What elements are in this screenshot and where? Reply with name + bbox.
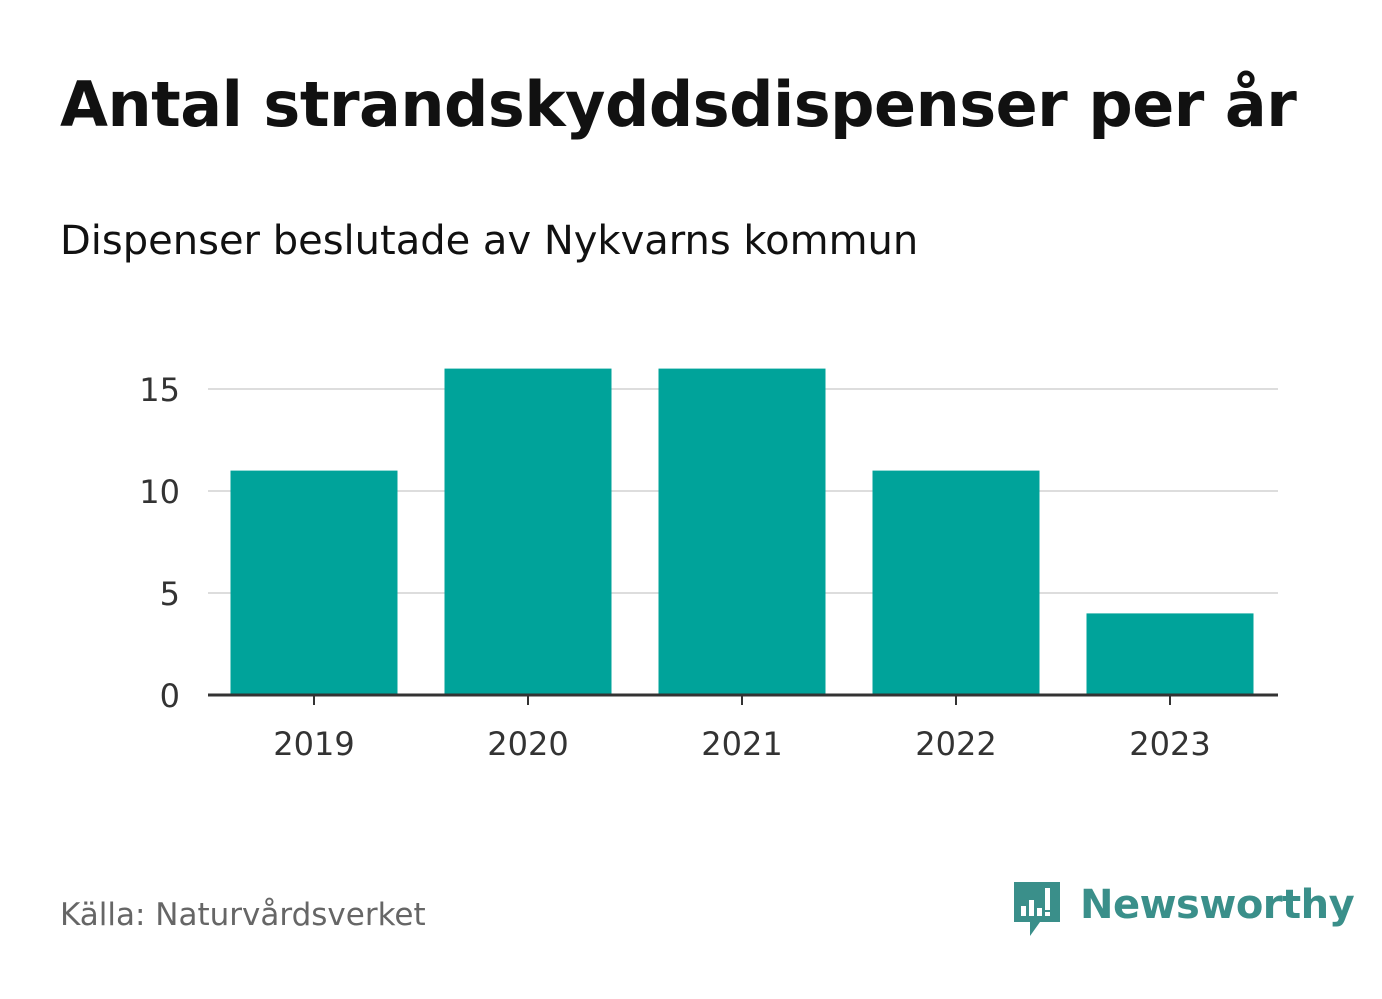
y-tick-label: 0 — [160, 677, 180, 715]
bar — [444, 368, 612, 695]
x-tick-label: 2019 — [273, 725, 354, 763]
source-note: Källa: Naturvårdsverket — [60, 897, 426, 933]
newsworthy-logo-icon — [1014, 882, 1060, 936]
chart-subtitle: Dispenser beslutade av Nykvarns kommun — [60, 218, 919, 264]
y-tick-label: 5 — [160, 575, 180, 613]
brand-logo: Newsworthy — [1010, 878, 1355, 942]
y-tick-label: 10 — [139, 473, 180, 511]
x-tick-label: 2023 — [1129, 725, 1210, 763]
bar — [230, 470, 398, 695]
bar — [1086, 613, 1254, 695]
y-tick-label: 15 — [139, 371, 180, 409]
x-tick-label: 2021 — [701, 725, 782, 763]
brand-name: Newsworthy — [1080, 882, 1355, 928]
bar-chart: 0 5 10 15 2019 2020 2021 2022 2023 — [139, 368, 1278, 763]
x-tick-label: 2022 — [915, 725, 996, 763]
chart-title: Antal strandskyddsdispenser per år — [60, 68, 1297, 141]
bar — [658, 368, 826, 695]
bar — [872, 470, 1040, 695]
x-tick-label: 2020 — [487, 725, 568, 763]
